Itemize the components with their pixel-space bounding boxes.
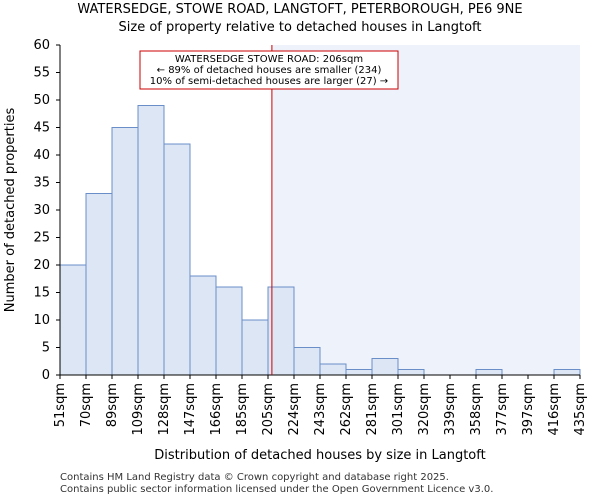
- x-tick-label: 224sqm: [287, 383, 302, 436]
- histogram-bar: [85, 193, 113, 376]
- histogram-bar: [371, 358, 399, 376]
- x-tick-label: 128sqm: [157, 383, 172, 436]
- chart-title-line2: Size of property relative to detached ho…: [118, 20, 482, 35]
- larger-region-shading: [271, 45, 580, 375]
- annotation-line: 10% of semi-detached houses are larger (…: [150, 76, 388, 87]
- y-tick-label: 50: [33, 93, 50, 108]
- histogram-bar: [241, 319, 269, 376]
- x-tick-label: 320sqm: [417, 383, 432, 436]
- histogram-bar: [111, 127, 139, 376]
- histogram-bar: [345, 369, 373, 376]
- x-tick-label: 70sqm: [79, 383, 94, 427]
- histogram-bar: [215, 286, 243, 376]
- x-tick-label: 185sqm: [235, 383, 250, 436]
- histogram-bar: [397, 369, 425, 376]
- y-tick-label: 60: [33, 38, 50, 53]
- annotation-line: WATERSEDGE STOWE ROAD: 206sqm: [175, 54, 363, 65]
- x-tick-label: 281sqm: [365, 383, 380, 436]
- histogram-bar: [163, 143, 191, 376]
- x-tick-label: 51sqm: [53, 383, 68, 427]
- histogram-bar: [293, 347, 321, 376]
- histogram-bar: [137, 105, 165, 376]
- y-tick-label: 0: [42, 368, 50, 383]
- x-tick-label: 416sqm: [547, 383, 562, 436]
- x-tick-label: 358sqm: [469, 383, 484, 436]
- y-axis-title: Number of detached properties: [3, 108, 18, 313]
- x-tick-label: 166sqm: [209, 383, 224, 436]
- y-tick-label: 5: [42, 341, 50, 356]
- x-tick-label: 109sqm: [131, 383, 146, 436]
- y-tick-label: 30: [33, 203, 50, 218]
- x-tick-label: 205sqm: [261, 383, 276, 436]
- y-tick-label: 25: [33, 231, 50, 246]
- x-axis-title: Distribution of detached houses by size …: [154, 448, 485, 463]
- x-tick-label: 243sqm: [313, 383, 328, 436]
- x-tick-label: 377sqm: [495, 383, 510, 436]
- y-tick-label: 20: [33, 258, 50, 273]
- x-tick-label: 147sqm: [183, 383, 198, 436]
- y-tick-label: 45: [33, 121, 50, 136]
- y-tick-label: 15: [33, 286, 50, 301]
- annotation-line: ← 89% of detached houses are smaller (23…: [157, 65, 382, 76]
- histogram-bar: [189, 275, 217, 376]
- histogram-chart: 0 5 10 15 20 25 30 35 40 45 50 55 60 51sqm 70sqm 89sqm 1…: [3, 38, 588, 463]
- x-tick-label: 339sqm: [443, 383, 458, 436]
- x-tick-label: 435sqm: [573, 383, 588, 436]
- histogram-bar: [475, 369, 503, 376]
- chart-title-line1: WATERSEDGE, STOWE ROAD, LANGTOFT, PETERB…: [77, 2, 523, 17]
- annotation-box: [139, 50, 399, 90]
- x-tick-label: 301sqm: [391, 383, 406, 436]
- histogram-bar: [319, 363, 347, 376]
- histogram-bar: [59, 264, 87, 376]
- histogram-bar: [553, 369, 581, 376]
- footer-licence: Contains public sector information licen…: [60, 484, 494, 495]
- x-tick-label: 89sqm: [105, 383, 120, 427]
- footer-copyright: Contains HM Land Registry data © Crown c…: [60, 472, 449, 483]
- x-tick-label: 262sqm: [339, 383, 354, 436]
- x-tick-label: 397sqm: [521, 383, 536, 436]
- y-tick-label: 55: [33, 66, 50, 81]
- y-tick-label: 35: [33, 176, 50, 191]
- y-tick-label: 10: [33, 313, 50, 328]
- y-tick-label: 40: [33, 148, 50, 163]
